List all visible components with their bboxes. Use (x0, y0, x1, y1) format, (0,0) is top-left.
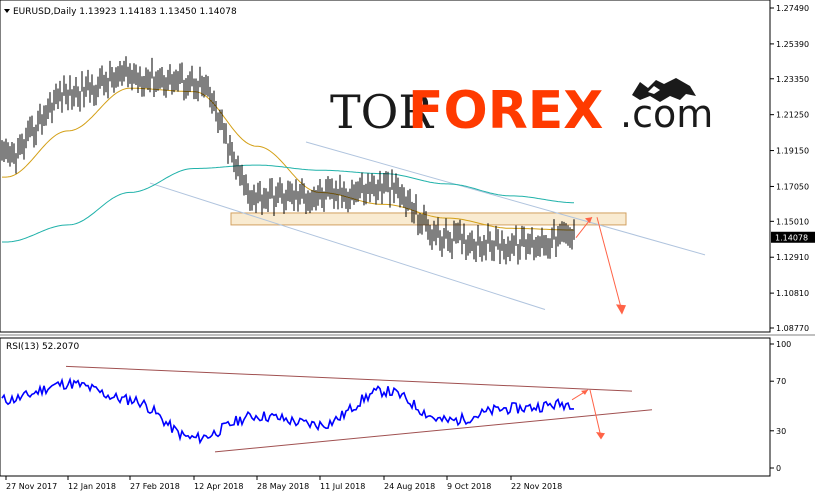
price-tick-label: 1.27490 (776, 4, 809, 13)
forecast-arrowhead (596, 432, 605, 440)
rsi-line (1, 376, 574, 445)
rsi-header: RSI(13) 52.2070 (6, 342, 79, 352)
current-price-marker: 1.14078 (771, 231, 815, 243)
rsi-plot (1, 365, 653, 453)
date-tick-label: 12 Apr 2018 (194, 482, 243, 491)
price-tick-label: 1.23350 (776, 75, 809, 84)
axes: 1.27490 1.25390 1.23350 1.21250 1.19150 1.170… (5, 4, 809, 491)
date-tick-label: 27 Feb 2018 (130, 482, 180, 491)
date-tick-label: 22 Nov 2018 (511, 482, 562, 491)
price-plot (1, 56, 706, 315)
bull-bear-icon (632, 78, 696, 102)
dropdown-triangle-icon[interactable] (4, 9, 10, 13)
price-tick-label: 1.12910 (776, 253, 809, 262)
price-tick-label: 1.17050 (776, 182, 809, 191)
rsi-pane (0, 337, 771, 477)
price-tick-label: 1.21250 (776, 111, 809, 120)
date-tick-label: 9 Oct 2018 (447, 482, 491, 491)
date-tick-label: 27 Nov 2017 (6, 482, 57, 491)
channel-upper-line (305, 141, 706, 256)
logo-forex-text: FOREX (408, 81, 603, 141)
date-tick-label: 28 May 2018 (257, 482, 309, 491)
ma-long-line (2, 164, 574, 243)
rsi-upper-trendline (65, 365, 633, 392)
date-tick-label: 11 Jul 2018 (320, 482, 365, 491)
price-tick-label: 1.10810 (776, 289, 809, 298)
logo-com-text: .com (620, 92, 713, 136)
date-tick-label: 24 Aug 2018 (384, 482, 435, 491)
price-tick-label: 1.25390 (776, 40, 809, 49)
price-bars (1, 56, 575, 265)
forecast-arrowhead (581, 389, 588, 395)
ma-slow-line (2, 87, 575, 231)
rsi-forecast-arrow-down (589, 389, 602, 438)
price-tick-label: 1.19150 (776, 147, 809, 156)
price-pane (0, 0, 771, 333)
rsi-tick-label: 70 (776, 377, 786, 386)
current-price-label: 1.14078 (775, 233, 808, 242)
rsi-lower-trendline (214, 409, 653, 453)
price-tick-label: 1.15010 (776, 217, 809, 226)
forecast-arrowhead (616, 304, 626, 315)
forecast-arrow-down (596, 217, 623, 312)
logo-tor-text: TOR (330, 85, 434, 139)
date-tick-label: 12 Jan 2018 (68, 482, 116, 491)
forecast-arrowhead (585, 217, 592, 224)
rsi-tick-label: 100 (776, 340, 791, 349)
torforex-logo: TOR FOREX .com (330, 78, 713, 141)
rsi-tick-label: 0 (776, 464, 781, 473)
price-tick-label: 1.08770 (776, 324, 809, 333)
channel-lower-line (149, 182, 546, 311)
price-header: EURUSD,Daily 1.13923 1.14183 1.13450 1.1… (13, 7, 237, 17)
rsi-tick-label: 30 (776, 427, 786, 436)
